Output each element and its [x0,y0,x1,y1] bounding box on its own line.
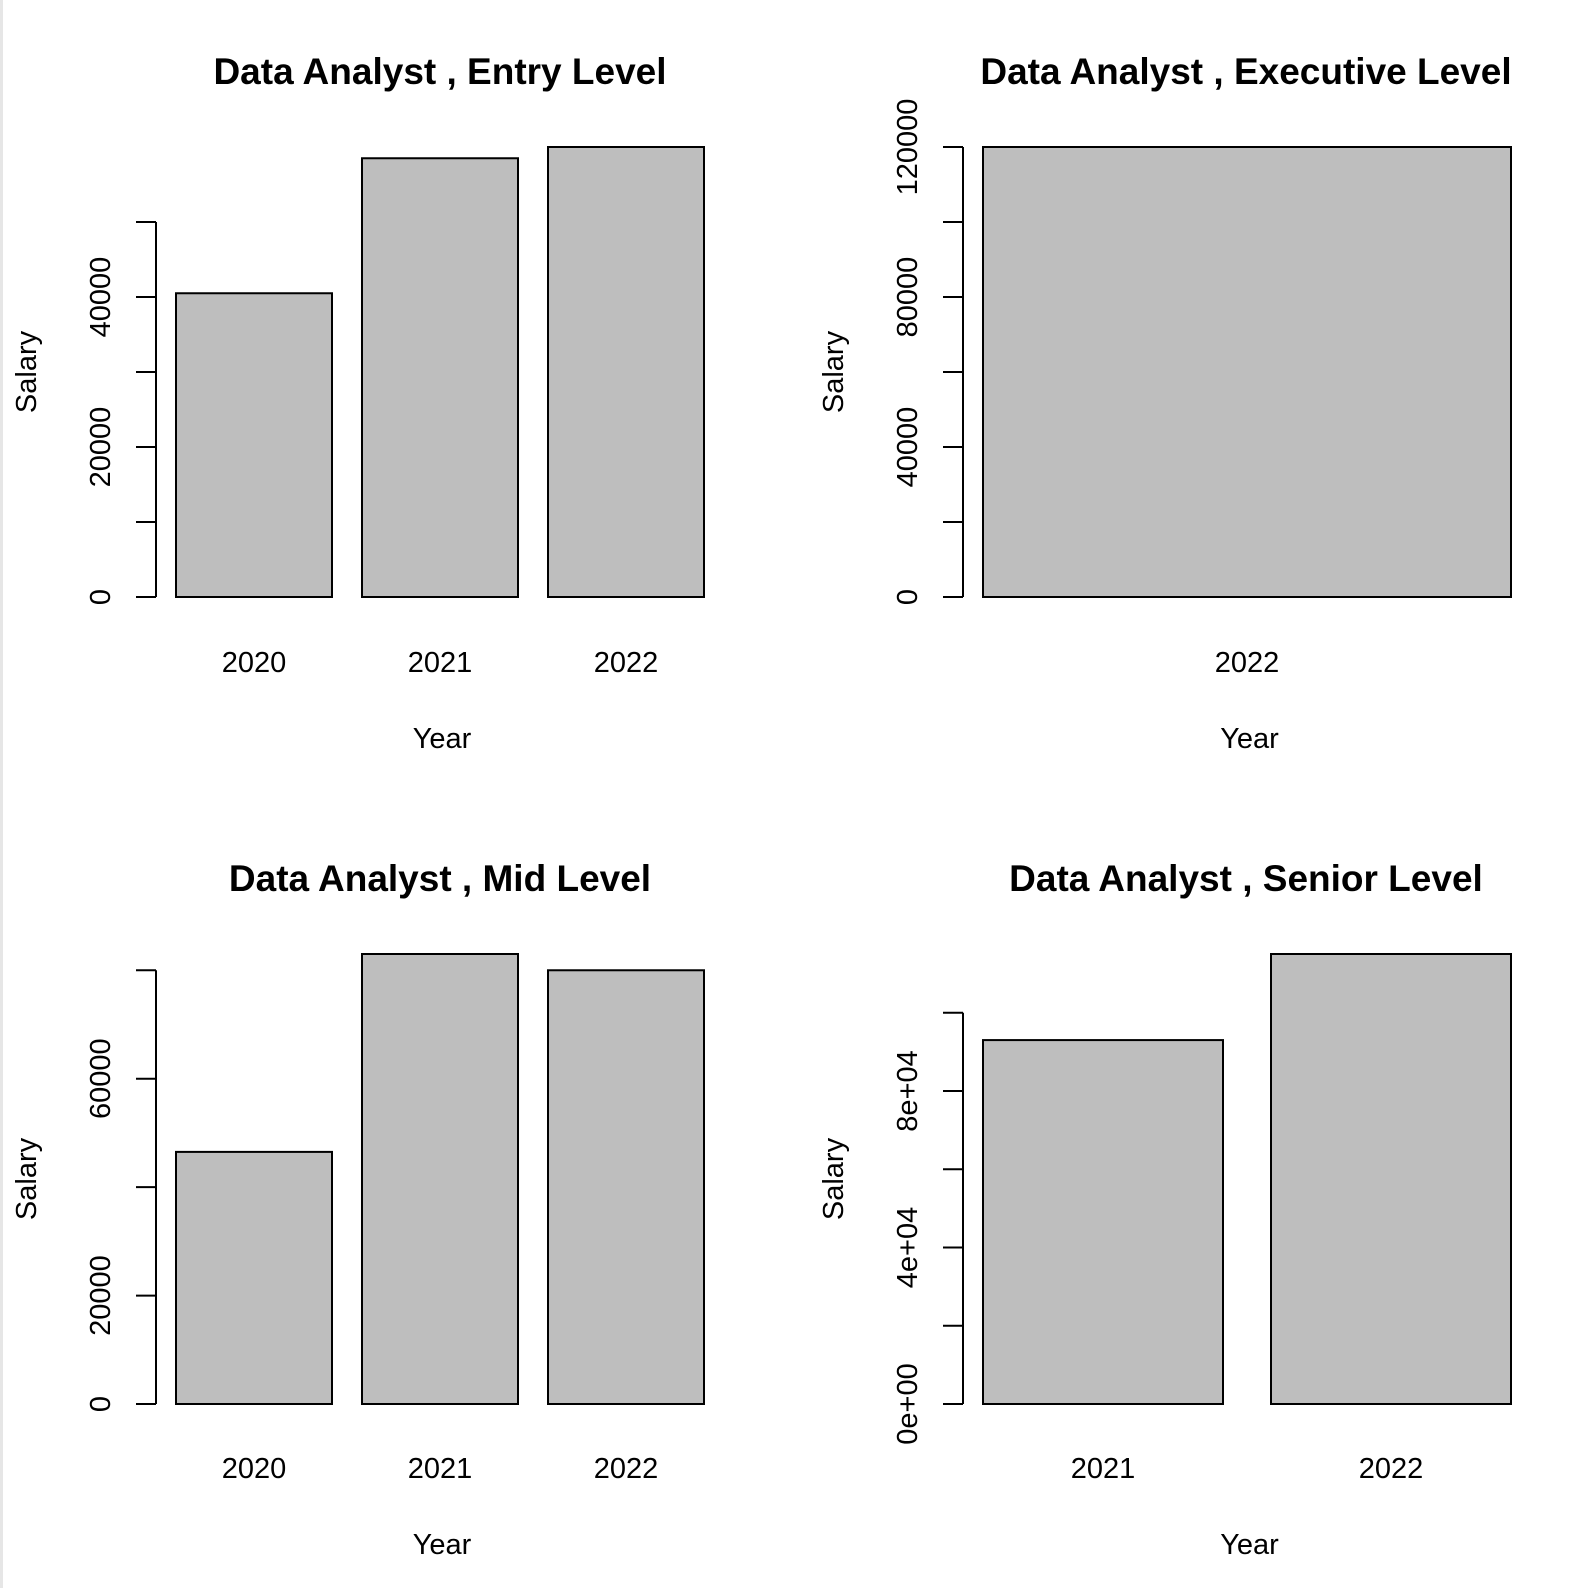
x-tick-label-2021: 2021 [408,647,473,679]
y-tick-label: 80000 [892,257,924,338]
y-tick-label: 0 [892,589,924,605]
x-axis-title: Year [413,1529,472,1561]
y-tick-label: 40000 [892,407,924,488]
bar-2022 [982,146,1512,598]
y-tick-label: 0 [85,589,117,605]
x-tick-label-2022: 2022 [1359,1453,1424,1485]
x-tick-label-2021: 2021 [1071,1453,1136,1485]
x-tick-label-2020: 2020 [222,1453,287,1485]
y-axis-title: Salary [11,330,43,413]
x-tick-label-2021: 2021 [408,1453,473,1485]
y-tick-label: 120000 [892,99,924,196]
bar-2022 [547,969,705,1406]
x-axis-title: Year [1220,1529,1279,1561]
x-tick-label-2022: 2022 [1215,647,1280,679]
x-axis-title: Year [413,723,472,755]
y-tick-label: 8e+04 [892,1050,924,1131]
left-edge-divider [0,0,3,1588]
y-tick-label: 4e+04 [892,1207,924,1288]
bar-2021 [361,157,519,598]
y-tick-label: 0e+00 [892,1363,924,1444]
y-axis-title: Salary [818,330,850,413]
bar-2020 [175,292,333,598]
y-tick-label: 40000 [85,257,117,338]
chart-panel-1: Data Analyst , Entry Level 2020 2021 2022 0 2… [11,51,705,755]
y-tick-label: 0 [85,1396,117,1412]
x-tick-label-2020: 2020 [222,647,287,679]
y-tick-label: 20000 [85,1255,117,1336]
chart-title: Data Analyst , Senior Level [1009,858,1483,899]
y-axis-title: Salary [11,1137,43,1220]
y-tick-label: 20000 [85,407,117,488]
chart-panel-4: Data Analyst , Senior Level 2021 2022 0e+00… [818,858,1512,1561]
chart-title: Data Analyst , Mid Level [229,858,651,899]
chart-panel-3: Data Analyst , Mid Level 2020 2021 2022 0 200… [11,858,705,1561]
y-axis-title: Salary [818,1137,850,1220]
x-axis-title: Year [1220,723,1279,755]
chart-title: Data Analyst , Executive Level [980,51,1511,92]
x-tick-label-2022: 2022 [594,1453,659,1485]
x-tick-label-2022: 2022 [594,647,659,679]
chart-panel-2: Data Analyst , Executive Level 2022 0 40000… [818,51,1512,755]
bar-2021 [982,1039,1224,1405]
bar-2022 [547,146,705,598]
bar-2022 [1270,953,1512,1405]
bar-2020 [175,1150,333,1406]
chart-title: Data Analyst , Entry Level [213,51,666,92]
bar-2021 [361,953,519,1405]
y-tick-label: 60000 [85,1038,117,1119]
